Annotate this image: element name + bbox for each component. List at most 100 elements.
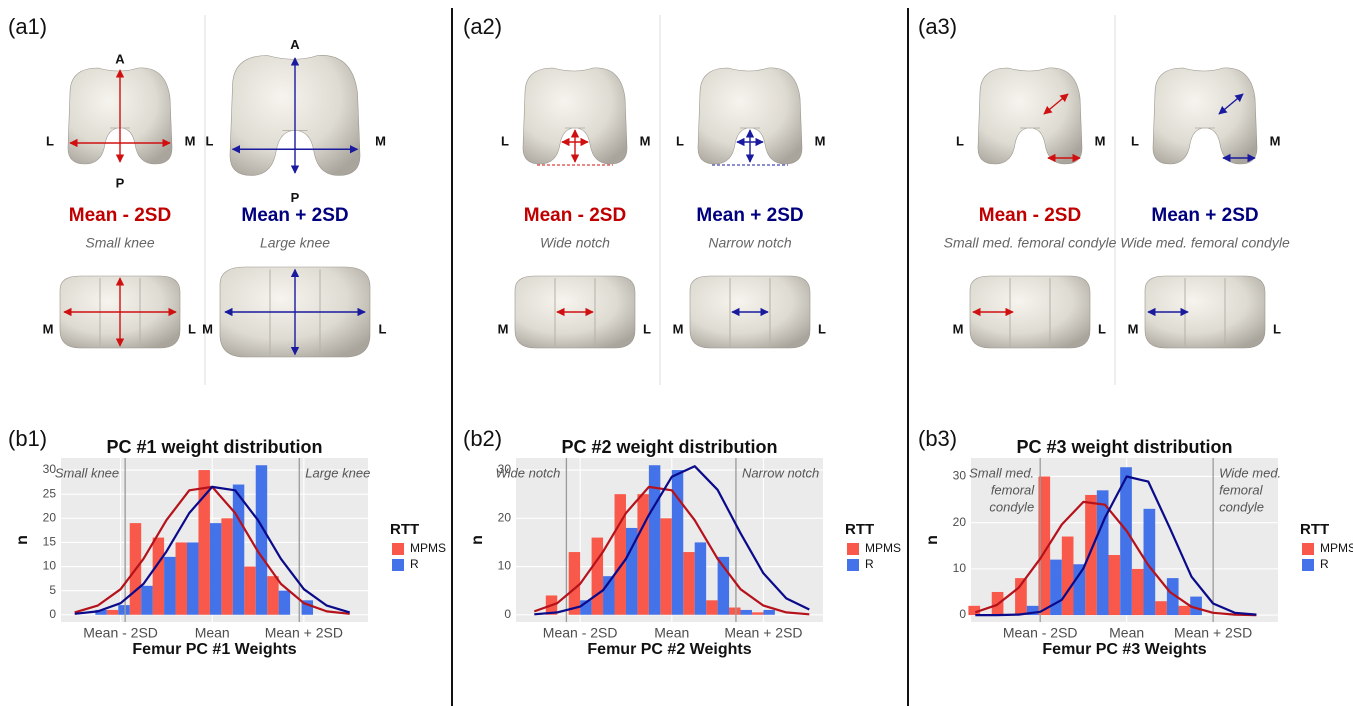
reference-annotation: Small med. bbox=[969, 465, 1034, 480]
reference-annotation: Wide med. bbox=[1219, 465, 1281, 480]
anatomy-letter: M bbox=[43, 321, 54, 336]
bar bbox=[637, 494, 648, 615]
anatomy-letter: M bbox=[202, 321, 213, 336]
anatomy-letter: L bbox=[956, 133, 964, 148]
legend-label: MPMS bbox=[410, 541, 446, 555]
model-caption: Wide med. femoral condyle bbox=[1120, 235, 1290, 251]
y-axis-title: n bbox=[924, 535, 941, 545]
y-tick-label: 15 bbox=[43, 535, 57, 549]
anatomy-letter: M bbox=[498, 321, 509, 336]
legend-title: RTT bbox=[390, 521, 419, 538]
bar bbox=[267, 576, 278, 615]
bar bbox=[107, 610, 118, 615]
anatomy-letter: P bbox=[116, 175, 125, 190]
model-caption: Narrow notch bbox=[708, 235, 791, 251]
y-tick-label: 0 bbox=[49, 607, 56, 621]
bar bbox=[741, 610, 752, 615]
bar bbox=[1120, 467, 1132, 615]
legend-swatch bbox=[847, 543, 859, 555]
y-tick-label: 10 bbox=[953, 561, 967, 575]
bar bbox=[660, 518, 671, 614]
y-tick-label: 25 bbox=[43, 486, 57, 500]
model-label: Mean + 2SD bbox=[696, 205, 803, 226]
anatomy-letter: M bbox=[673, 321, 684, 336]
model-label: Mean - 2SD bbox=[979, 205, 1081, 226]
bar bbox=[1073, 564, 1085, 615]
anatomy-letter: A bbox=[115, 51, 125, 66]
bar bbox=[1132, 569, 1144, 615]
reference-annotation: femoral bbox=[1219, 482, 1263, 497]
anatomy-letter: M bbox=[640, 133, 651, 148]
x-tick-label: Mean bbox=[1109, 625, 1144, 641]
y-axis-title: n bbox=[14, 535, 31, 545]
y-axis-title: n bbox=[469, 535, 486, 545]
anatomy-letter: L bbox=[188, 321, 196, 336]
anatomy-letter: A bbox=[290, 37, 300, 52]
chart-title: PC #3 weight distribution bbox=[1016, 437, 1232, 457]
legend-title: RTT bbox=[845, 521, 874, 538]
bar bbox=[279, 591, 290, 615]
legend-title: RTT bbox=[1300, 521, 1329, 538]
anatomy-letter: L bbox=[1098, 321, 1106, 336]
bar bbox=[1062, 537, 1074, 616]
legend-swatch bbox=[1302, 543, 1314, 555]
bar bbox=[706, 600, 717, 614]
panel-label: (a1) bbox=[8, 14, 47, 39]
model-label: Mean - 2SD bbox=[524, 205, 626, 226]
anatomy-letter: L bbox=[206, 133, 214, 148]
bar bbox=[233, 485, 244, 615]
bar bbox=[210, 523, 221, 615]
y-tick-label: 20 bbox=[953, 515, 967, 529]
y-tick-label: 0 bbox=[959, 607, 966, 621]
bar bbox=[695, 542, 706, 614]
panel-label: (a3) bbox=[918, 14, 957, 39]
legend-swatch bbox=[392, 559, 404, 571]
model-caption: Large knee bbox=[260, 235, 330, 251]
bar bbox=[1050, 560, 1062, 615]
x-tick-label: Mean - 2SD bbox=[543, 625, 618, 641]
x-tick-label: Mean bbox=[195, 625, 230, 641]
x-tick-label: Mean + 2SD bbox=[265, 625, 343, 641]
bar bbox=[592, 538, 603, 615]
bar bbox=[1085, 495, 1097, 615]
legend-label: R bbox=[410, 557, 419, 571]
bar bbox=[141, 586, 152, 615]
legend-swatch bbox=[1302, 559, 1314, 571]
bar bbox=[118, 605, 129, 615]
model-label: Mean + 2SD bbox=[1151, 205, 1258, 226]
x-tick-label: Mean - 2SD bbox=[1003, 625, 1078, 641]
reference-annotation: Large knee bbox=[305, 465, 370, 480]
x-axis-title: Femur PC #3 Weights bbox=[1042, 641, 1206, 658]
x-tick-label: Mean + 2SD bbox=[724, 625, 802, 641]
model-caption: Small med. femoral condyle bbox=[944, 235, 1117, 251]
figure: (a1)(b1)LMAPMLMean - 2SDSmall kneeLMAPML… bbox=[0, 0, 1353, 706]
reference-annotation: Small knee bbox=[55, 465, 119, 480]
y-tick-label: 5 bbox=[49, 583, 56, 597]
y-tick-label: 20 bbox=[498, 510, 512, 524]
bar bbox=[752, 612, 763, 614]
reference-annotation: condyle bbox=[1219, 499, 1264, 514]
chart-title: PC #2 weight distribution bbox=[561, 437, 777, 457]
chart-title: PC #1 weight distribution bbox=[106, 437, 322, 457]
model-label: Mean - 2SD bbox=[69, 205, 171, 226]
anatomy-letter: L bbox=[818, 321, 826, 336]
reference-annotation: Narrow notch bbox=[742, 465, 819, 480]
x-tick-label: Mean bbox=[654, 625, 689, 641]
bar bbox=[1179, 606, 1191, 615]
bar bbox=[256, 465, 267, 615]
bar bbox=[683, 552, 694, 615]
bar bbox=[1109, 555, 1121, 615]
anatomy-letter: M bbox=[1270, 133, 1281, 148]
anatomy-letter: L bbox=[643, 321, 651, 336]
legend-swatch bbox=[392, 543, 404, 555]
anatomy-letter: L bbox=[379, 321, 387, 336]
legend-label: MPMS bbox=[1320, 541, 1353, 555]
panel-label: (a2) bbox=[463, 14, 502, 39]
bar bbox=[176, 542, 187, 614]
model-caption: Wide notch bbox=[540, 235, 610, 251]
y-tick-label: 20 bbox=[43, 510, 57, 524]
y-tick-label: 10 bbox=[498, 559, 512, 573]
anatomy-letter: M bbox=[1128, 321, 1139, 336]
bar bbox=[153, 538, 164, 615]
bar bbox=[221, 518, 232, 614]
